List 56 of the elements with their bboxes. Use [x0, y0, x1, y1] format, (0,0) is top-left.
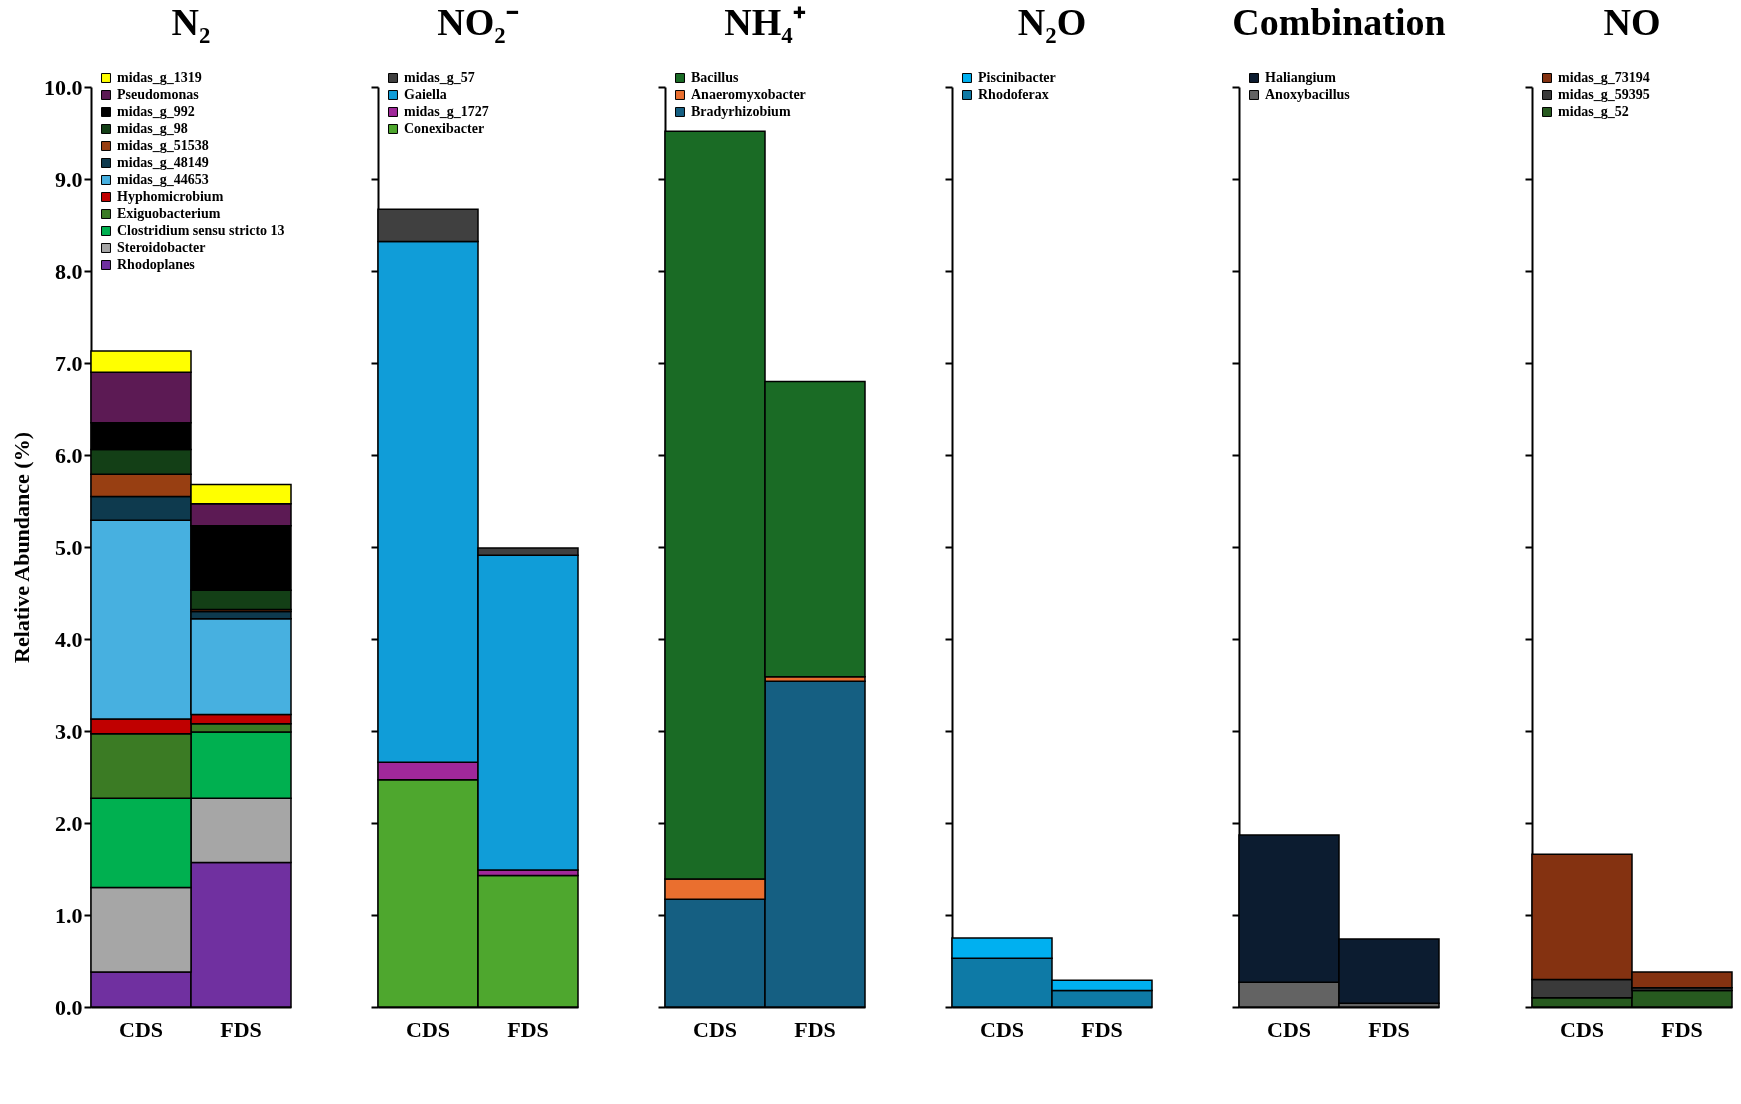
legend-label: Conexibacter: [404, 121, 485, 136]
chart-title: NH₄⁺: [724, 1, 806, 43]
legend-label: midas_g_51538: [117, 138, 209, 153]
y-tick-label: 6.0: [55, 442, 83, 468]
chart-title: NO: [1603, 1, 1661, 43]
legend-label: Bradyrhizobium: [691, 104, 791, 119]
legend-label: midas_g_73194: [1558, 70, 1650, 85]
y-tick-label: 1.0: [55, 902, 83, 928]
legend-label: midas_g_52: [1558, 104, 1629, 119]
legend-label: Steroidobacter: [117, 240, 206, 255]
x-tick-label: FDS: [794, 1016, 836, 1042]
y-tick-label: 8.0: [55, 258, 83, 284]
y-tick-label: 5.0: [55, 534, 83, 560]
x-tick-label: CDS: [1266, 1016, 1312, 1042]
x-tick-label: FDS: [1661, 1016, 1703, 1042]
legend-label: midas_g_1319: [117, 70, 202, 85]
chart-title: N₂: [171, 1, 211, 43]
legend-label: midas_g_992: [117, 104, 195, 119]
legend-label: Haliangium: [1265, 70, 1337, 85]
legend-label: midas_g_44653: [117, 172, 209, 187]
legend-label: Pseudomonas: [117, 87, 200, 102]
x-tick-label: FDS: [1081, 1016, 1123, 1042]
legend-label: midas_g_59395: [1558, 87, 1650, 102]
chart-title: NO₂⁻: [437, 1, 519, 43]
legend-label: Hyphomicrobium: [117, 189, 224, 204]
x-tick-label: CDS: [405, 1016, 451, 1042]
legend-label: Anaeromyxobacter: [691, 87, 806, 102]
x-tick-label: FDS: [507, 1016, 549, 1042]
legend-label: Gaiella: [404, 87, 447, 102]
y-tick-label: 4.0: [55, 626, 83, 652]
x-tick-label: FDS: [220, 1016, 262, 1042]
x-tick-label: FDS: [1368, 1016, 1410, 1042]
x-tick-label: CDS: [118, 1016, 164, 1042]
x-tick-label: CDS: [979, 1016, 1025, 1042]
y-tick-label: 9.0: [55, 166, 83, 192]
y-tick-label: 10.0: [44, 74, 83, 100]
legend-label: Exiguobacterium: [117, 206, 221, 221]
chart-title: N₂O: [1017, 1, 1087, 43]
legend-label: Rhodoferax: [978, 87, 1049, 102]
legend-label: midas_g_57: [404, 70, 475, 85]
legend-label: Anoxybacillus: [1265, 87, 1351, 102]
legend-label: Bacillus: [691, 70, 740, 85]
legend-label: midas_g_98: [117, 121, 188, 136]
y-axis-title: Relative Abundance (%): [9, 432, 34, 663]
legend-label: Clostridium sensu stricto 13: [117, 223, 285, 238]
y-tick-label: 2.0: [55, 810, 83, 836]
legend-label: Rhodoplanes: [117, 257, 196, 272]
y-tick-label: 3.0: [55, 718, 83, 744]
y-tick-label: 0.0: [55, 994, 83, 1020]
legend-label: midas_g_48149: [117, 155, 209, 170]
chart-title: Combination: [1232, 1, 1446, 43]
legend-label: midas_g_1727: [404, 104, 489, 119]
y-tick-label: 7.0: [55, 350, 83, 376]
x-tick-label: CDS: [1559, 1016, 1605, 1042]
legend-label: Piscinibacter: [978, 70, 1056, 85]
x-tick-label: CDS: [692, 1016, 738, 1042]
